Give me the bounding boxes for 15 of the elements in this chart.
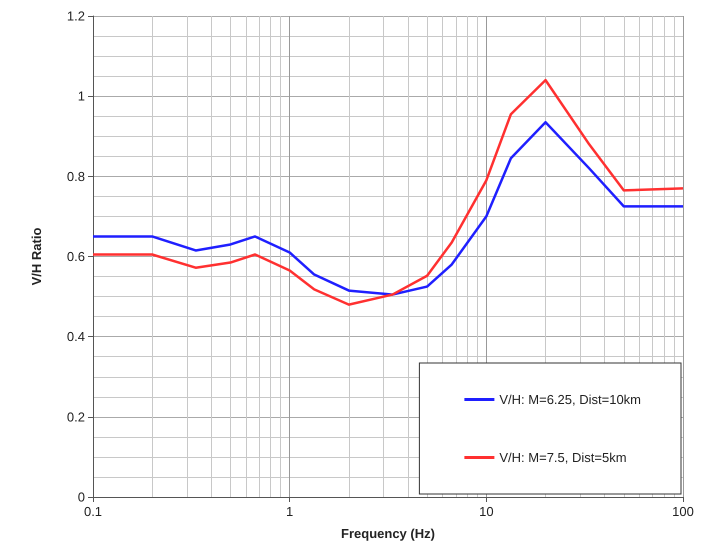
legend-label: V/H: M=7.5, Dist=5km [499, 450, 627, 465]
x-axis-title: Frequency (Hz) [341, 526, 435, 541]
y-tick-label: 0.8 [66, 168, 85, 184]
y-tick-label: 0 [78, 490, 85, 504]
x-tick-label: 0.1 [84, 504, 102, 519]
legend-label: V/H: M=6.25, Dist=10km [499, 392, 642, 407]
y-tick-label: 0.6 [66, 249, 85, 264]
y-tick-label: 1 [78, 88, 85, 104]
x-tick-label: 10 [479, 504, 494, 519]
y-tick-label: 0.2 [66, 409, 85, 424]
x-tick-label: 1 [286, 504, 294, 519]
x-tick-label: 100 [672, 504, 694, 519]
y-tick-label: 0.4 [66, 329, 85, 344]
y-tick-label: 1.2 [66, 8, 85, 24]
y-axis-title: V/H Ratio [29, 228, 44, 286]
